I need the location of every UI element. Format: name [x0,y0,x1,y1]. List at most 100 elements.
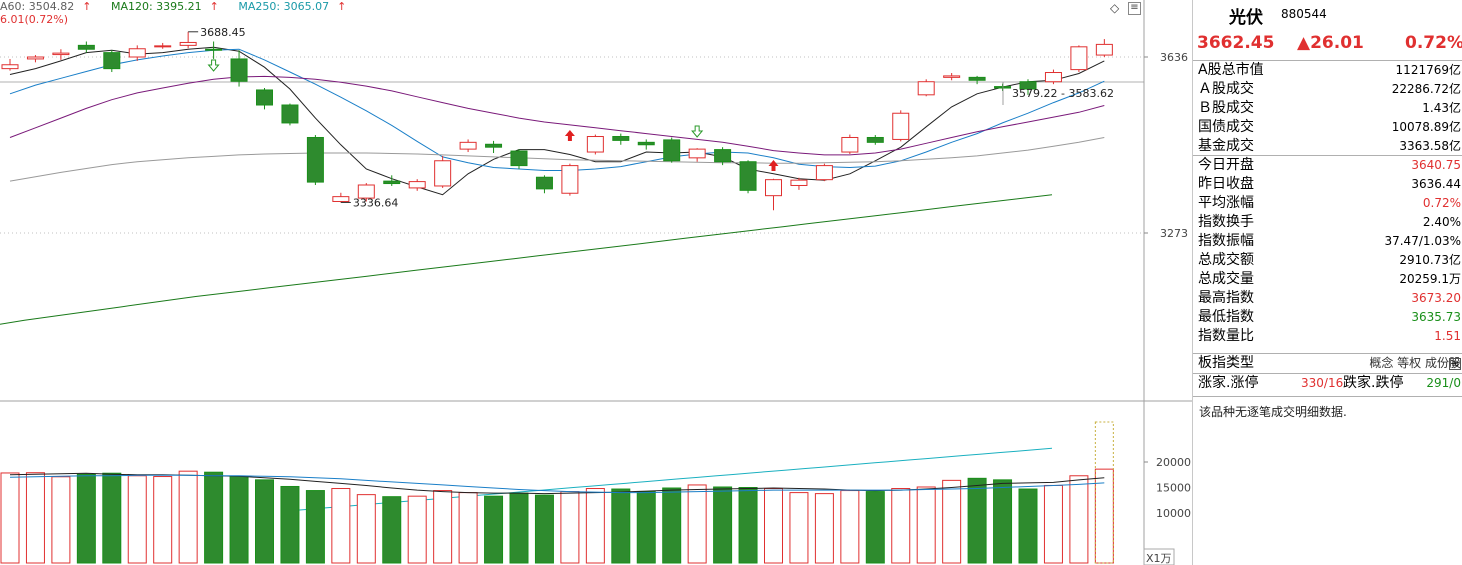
candle-body [663,139,681,162]
stat-row: 平均涨幅 0.72% [1193,194,1462,213]
kline-chart[interactable]: 3636 3273 20000 15000 10000 X1万 3688.45 3336.6… [0,0,1192,565]
candle [332,192,350,203]
candle [306,135,324,185]
candle-body [714,149,732,163]
volume-bar [534,494,554,564]
menu-icon[interactable]: ≡ [1128,2,1141,15]
stat-label: 总成交量 [1198,271,1254,287]
stat-label: 昨日收盘 [1198,176,1254,192]
volume-bar [789,492,809,564]
candle-body [943,75,961,78]
kline-svg[interactable]: 3636 3273 20000 15000 10000 X1万 3688.45 3336.6… [0,0,1192,565]
stat-row: 今日开盘 3640.75 [1193,156,1462,175]
candle [26,55,44,63]
tick-detail-note: 该品种无逐笔成交明细数据. [1199,405,1347,419]
candle-body [841,136,859,153]
volume-bar [356,494,376,564]
stat-label: 国债成交 [1198,119,1254,135]
candle-body [383,180,401,185]
volume-bar [153,476,173,564]
stat-row: 总成交额 2910.73亿 [1193,251,1462,270]
candle-body [790,179,808,186]
candle [917,79,935,97]
candle [968,75,986,85]
candle-body [408,181,426,189]
candle-body [103,52,121,70]
stat-label: 最低指数 [1198,309,1254,325]
candle [434,155,452,188]
candle-body [637,141,655,146]
grid-icon[interactable]: ⊞ [1449,358,1461,370]
volume-ma-vma10 [9,474,1105,494]
candle [459,139,477,153]
volume-bar [916,486,936,564]
candle-body [968,76,986,81]
candle [561,163,579,196]
volume-bar [458,492,478,564]
candle [230,50,248,87]
candle [586,134,604,155]
volume-bar [891,488,911,564]
stat-label: 指数换手 [1198,214,1254,230]
crosshair-readout: 3579.22 - 3583.62 [1012,87,1114,100]
volume-bar [382,496,402,564]
stat-label: 最高指数 [1198,290,1254,306]
candle-body [765,179,782,197]
stat-label: 指数量比 [1198,328,1254,344]
quote-panel: 光伏 880544 3662.45 ▲26.01 0.72% A股总市值 1121… [1192,0,1462,565]
candle-body [535,176,553,190]
candle-body [815,165,833,181]
volume-bar [1043,484,1063,564]
up-label: 涨家.涨停 [1198,375,1259,391]
volume-bar [509,492,529,564]
candle-body [1,64,19,70]
candle-body [357,184,375,199]
ma-legend: A60: 3504.82 ↑ MA120: 3395.21 ↑ MA250: 306… [0,0,362,14]
stat-value: 3673.20 [1411,291,1461,305]
candle-body [77,44,95,50]
diamond-icon[interactable]: ◇ [1110,1,1120,15]
volume-bar [687,484,707,564]
stat-label: Ｂ股成交 [1198,100,1254,116]
candle [866,135,884,145]
candle-body [688,148,706,159]
candle [688,148,706,162]
ma-line-ma5 [9,46,1105,196]
candle [154,42,172,49]
candle-body [332,196,350,202]
candle-body [459,141,477,150]
stat-row: Ａ股成交 22286.72亿 [1193,80,1462,99]
ma60-legend: A60: 3504.82 ↑ [0,0,92,13]
volume-bar [738,487,758,564]
stat-row: A股总市值 1121769亿 [1193,61,1462,80]
board-type-label: 板指类型 [1198,355,1254,371]
candle-body [612,136,630,141]
candle-body [205,48,223,51]
high-annotation: 3688.45 [200,26,246,39]
stat-row: 国债成交 10078.89亿 [1193,118,1462,137]
candle [77,41,95,53]
candle-body [739,161,757,191]
volume-bar [764,488,783,564]
divider [1193,60,1462,61]
stat-value: 10078.89亿 [1391,120,1461,134]
ma-line-ma120 [0,194,1053,325]
stat-label: 总成交额 [1198,252,1254,268]
candle-body [128,48,146,58]
candle [535,175,553,194]
candle [1044,69,1062,85]
candle-body [52,52,70,56]
candle-body [866,136,884,143]
volume-bar [25,472,45,564]
candle-body [510,150,528,167]
volume-unit-box [1143,548,1175,565]
candle-body [892,112,910,140]
down-value: 291/0 [1426,376,1461,390]
ma-line-ma10 [9,48,1105,171]
volume-bar [102,472,122,564]
volume-bar [51,476,71,564]
board-type-value[interactable]: 概念 等权 成份股 [1369,356,1461,370]
candle [52,49,70,60]
divider [1193,353,1462,354]
volume-bar [840,490,860,564]
